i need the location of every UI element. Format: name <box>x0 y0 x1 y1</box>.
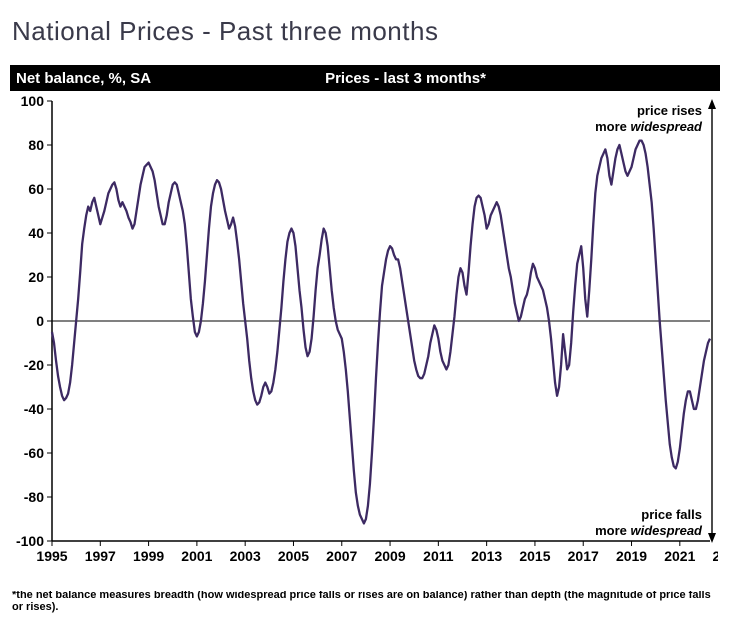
svg-text:2005: 2005 <box>278 548 309 564</box>
svg-text:-20: -20 <box>24 357 44 373</box>
chart-header-bar: Net balance, %, SA Prices - last 3 month… <box>10 65 720 91</box>
chart-footnote: *the net balance measures breadth (how w… <box>12 589 720 613</box>
header-left-label: Net balance, %, SA <box>10 70 151 87</box>
svg-text:more widespread: more widespread <box>595 119 703 134</box>
svg-text:2021: 2021 <box>664 548 695 564</box>
header-center-label: Prices - last 3 months* <box>151 70 720 87</box>
svg-text:2013: 2013 <box>471 548 502 564</box>
svg-text:2019: 2019 <box>616 548 647 564</box>
svg-text:0: 0 <box>36 313 44 329</box>
svg-text:1997: 1997 <box>85 548 116 564</box>
svg-text:20: 20 <box>28 269 44 285</box>
svg-text:2003: 2003 <box>230 548 261 564</box>
svg-text:more widespread: more widespread <box>595 523 703 538</box>
svg-text:price rises: price rises <box>637 103 702 118</box>
svg-text:-100: -100 <box>16 533 44 549</box>
svg-text:1995: 1995 <box>36 548 67 564</box>
svg-text:2011: 2011 <box>423 548 454 564</box>
svg-text:2023: 2023 <box>713 548 718 564</box>
svg-text:1999: 1999 <box>133 548 164 564</box>
svg-text:80: 80 <box>28 137 44 153</box>
page-title: National Prices - Past three months <box>12 16 720 47</box>
chart-plot: -100 -80 -60 -40 -20 0 20 40 60 80 100 1995 1997 1999… <box>10 91 718 591</box>
chart-svg: -100 -80 -60 -40 -20 0 20 40 60 80 100 1995 1997 1999… <box>10 91 718 591</box>
svg-text:2015: 2015 <box>519 548 550 564</box>
svg-text:-80: -80 <box>24 489 44 505</box>
svg-text:40: 40 <box>28 225 44 241</box>
svg-text:2001: 2001 <box>181 548 212 564</box>
svg-text:price falls: price falls <box>641 507 702 522</box>
svg-text:-40: -40 <box>24 401 44 417</box>
svg-text:2017: 2017 <box>568 548 599 564</box>
svg-text:2009: 2009 <box>374 548 405 564</box>
svg-text:-60: -60 <box>24 445 44 461</box>
svg-text:60: 60 <box>28 181 44 197</box>
svg-text:2007: 2007 <box>326 548 357 564</box>
svg-text:100: 100 <box>21 93 45 109</box>
